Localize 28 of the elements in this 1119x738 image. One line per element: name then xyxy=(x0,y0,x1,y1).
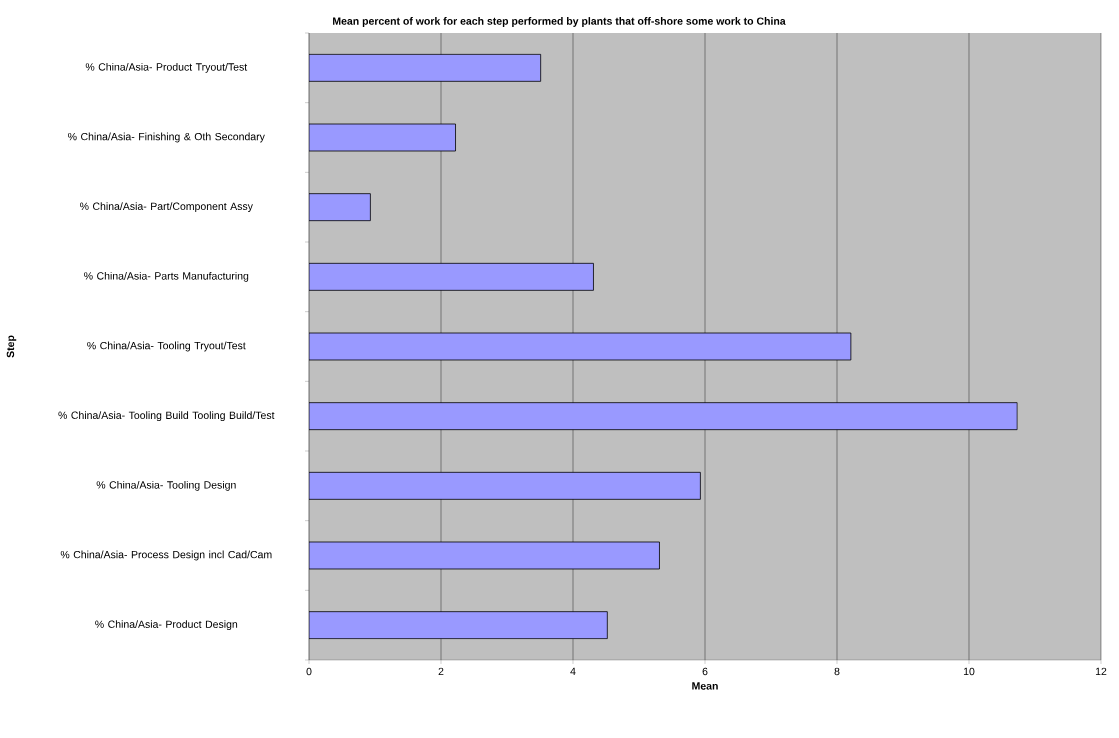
y-tick-label: % China/Asia- Tooling Design xyxy=(96,480,236,491)
y-tick-label: % China/Asia- Tooling Tryout/Test xyxy=(87,341,246,352)
x-tick-label: 0 xyxy=(306,667,312,676)
y-axis-title: Step xyxy=(6,335,17,358)
chart-title: Mean percent of work for each step performed by plants that off-shore some work to China xyxy=(333,17,786,27)
bar xyxy=(309,193,371,222)
x-tick-label: 10 xyxy=(963,667,975,676)
y-tick-label: % China/Asia- Parts Manufacturing xyxy=(84,271,249,282)
y-tick-label: % China/Asia- Part/Component Assy xyxy=(80,202,253,213)
bar xyxy=(309,471,701,500)
bar xyxy=(309,402,1018,431)
bar xyxy=(309,541,660,570)
y-tick-label: % China/Asia- Tooling Build Tooling Build/Test xyxy=(58,411,275,422)
x-tick-label: 2 xyxy=(438,667,444,676)
x-tick-label: 4 xyxy=(570,667,576,675)
x-tick-label: 8 xyxy=(834,667,840,676)
bar xyxy=(309,611,608,640)
x-tick-label: 12 xyxy=(1095,667,1107,676)
x-tick-label: 6 xyxy=(702,667,708,676)
x-axis-title: Mean xyxy=(692,682,718,690)
y-tick-label: % China/Asia- Product Design xyxy=(95,620,238,631)
bar xyxy=(309,53,542,82)
bar xyxy=(309,123,456,152)
y-tick-label: % China/Asia- Product Tryout/Test xyxy=(85,62,248,73)
bar xyxy=(309,332,852,361)
y-tick-label: % China/Asia- Finishing & Oth Secondary xyxy=(68,132,265,143)
y-tick-label: % China/Asia- Process Design incl Cad/Cam xyxy=(60,550,272,561)
bar xyxy=(309,262,594,291)
